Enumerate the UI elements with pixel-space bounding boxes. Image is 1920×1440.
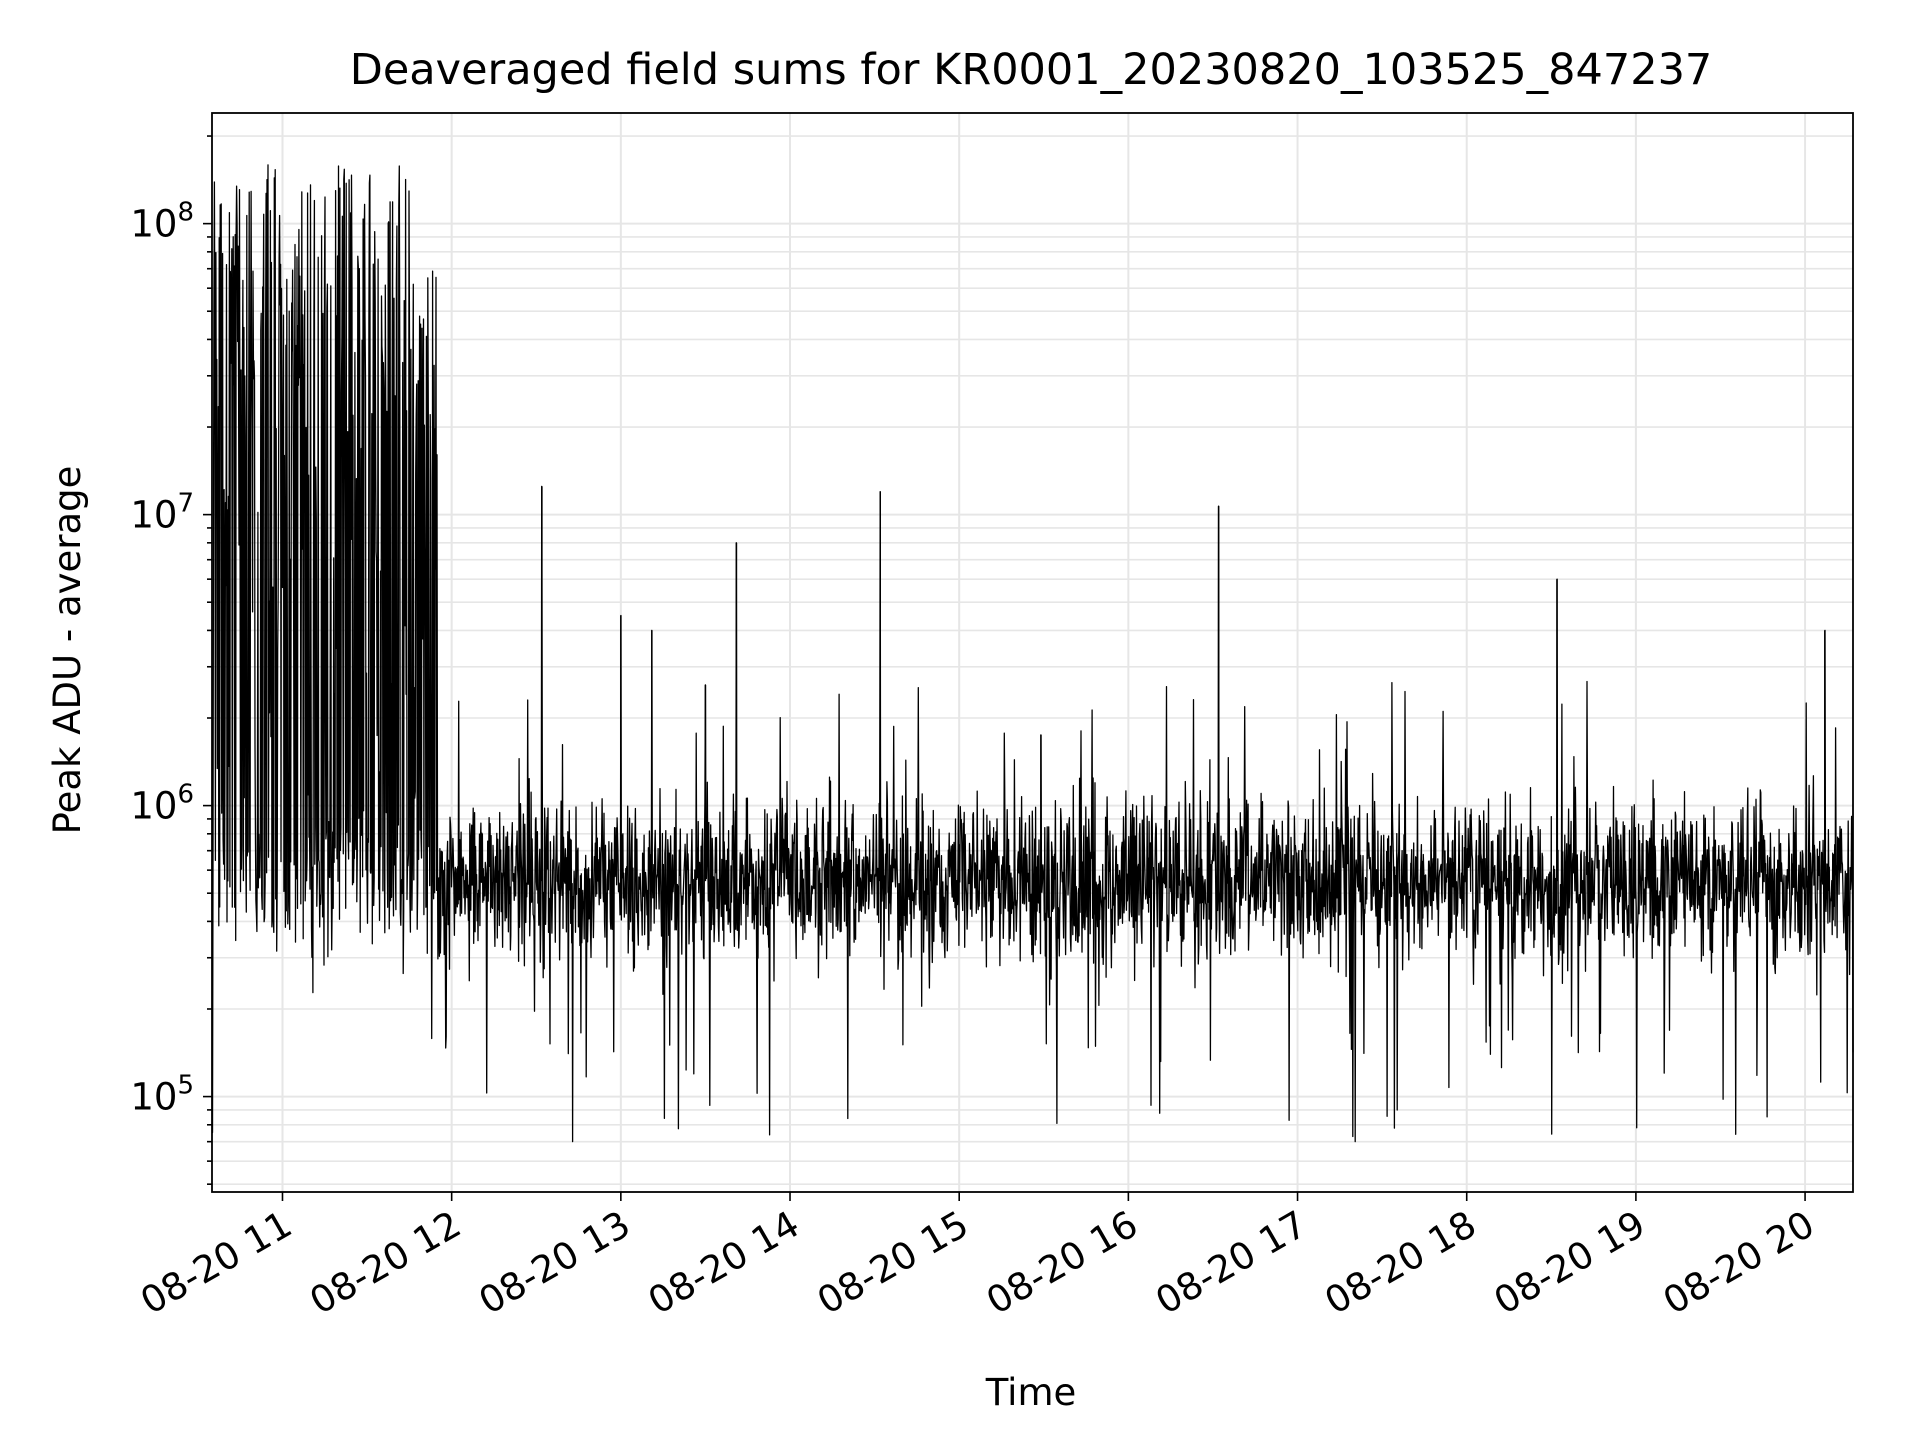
y-tick-exponent: 8 [177,198,194,228]
y-tick-base: 10 [130,1076,177,1119]
y-tick-exponent: 7 [177,489,194,519]
y-tick-exponent: 6 [177,780,194,810]
chart-title: Deaveraged field sums for KR0001_2023082… [350,45,1713,95]
plot-area [211,164,1854,1143]
y-tick-label: 105 [130,1071,194,1119]
y-tick-base: 10 [130,785,177,828]
series-line [211,164,1854,1143]
y-axis-label: Peak ADU - average [46,466,89,835]
y-tick-base: 10 [130,203,177,246]
y-tick-label: 107 [130,489,194,537]
y-tick-exponent: 5 [177,1071,194,1101]
axes-frame [211,112,1854,1193]
y-tick-label: 108 [130,198,194,246]
y-tick-base: 10 [130,494,177,537]
x-axis-label: Time [985,1371,1077,1414]
y-tick-label: 106 [130,780,194,828]
